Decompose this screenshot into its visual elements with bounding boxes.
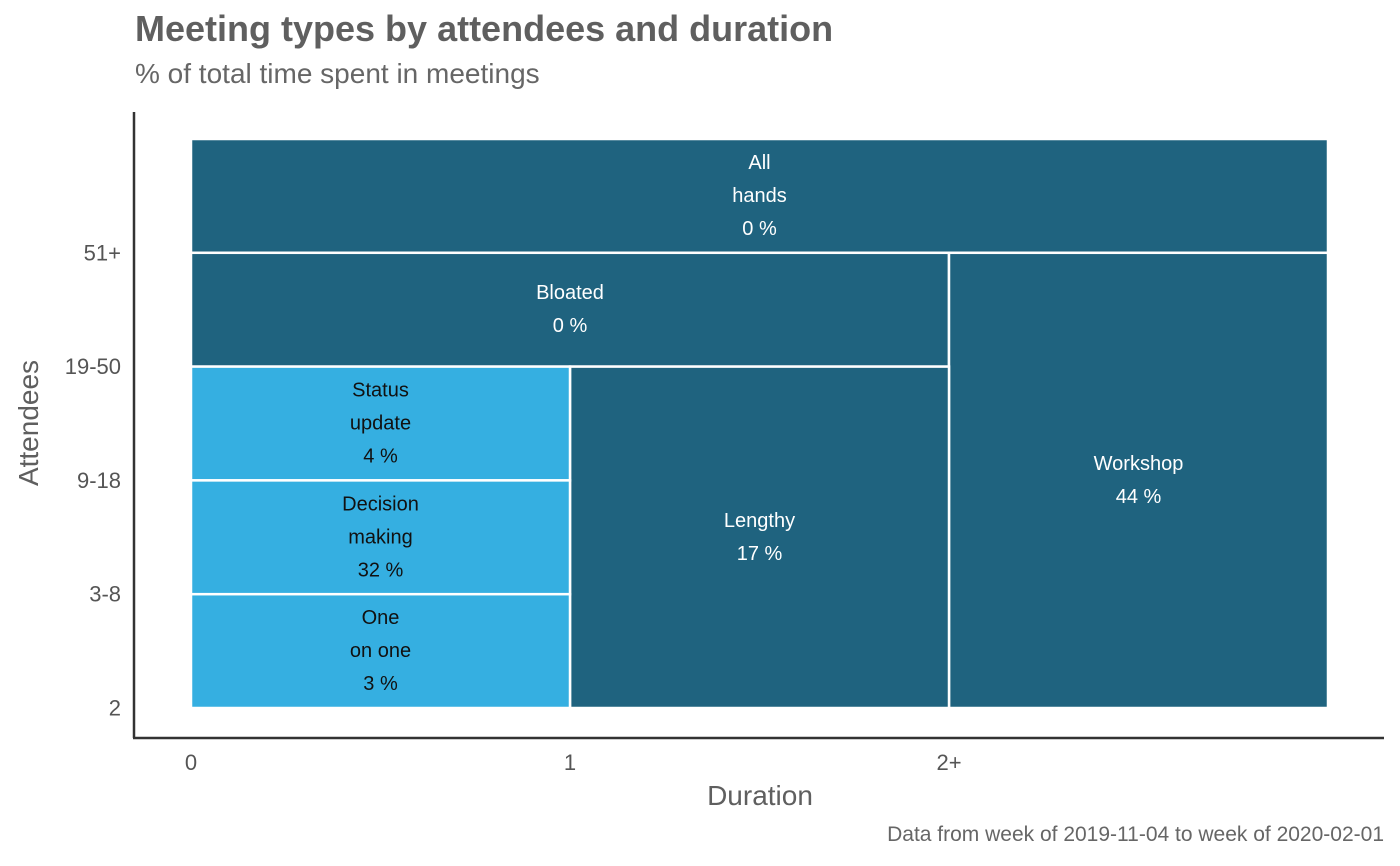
y-tick-label: 19-50 [65, 354, 121, 379]
x-tick-label: 2+ [936, 750, 961, 775]
cell-label-one-on-one: One [362, 607, 400, 629]
cell-label-workshop: Workshop [1094, 453, 1184, 475]
cell-label-decision-making: making [348, 526, 412, 548]
cell-rect-decision-making [189, 479, 572, 596]
cell-all-hands: All hands 0 % [189, 137, 1330, 255]
y-tick-label: 9-18 [77, 468, 121, 493]
y-tick-label: 3-8 [89, 582, 121, 607]
y-tick-label: 51+ [84, 240, 121, 265]
y-tick-label: 2 [109, 696, 121, 721]
cell-lengthy: Lengthy 17 % [568, 365, 951, 710]
cell-rect-lengthy [568, 365, 951, 710]
chart-caption: Data from week of 2019-11-04 to week of … [887, 823, 1384, 846]
chart-cells: All hands 0 % Bloated 0 % Workshop 44 % Lengthy… [189, 137, 1330, 710]
cell-label-decision-making: 32 % [358, 559, 404, 581]
cell-label-one-on-one: 3 % [363, 673, 398, 695]
cell-label-all-hands: 0 % [742, 218, 777, 240]
x-tick-label: 0 [185, 750, 197, 775]
cell-workshop: Workshop 44 % [947, 251, 1330, 710]
y-tick-labels: 2 3-8 9-18 19-50 51+ [65, 240, 121, 720]
cell-status-update: Status update 4 % [189, 365, 572, 482]
cell-label-status-update: Status [352, 380, 409, 402]
chart-subtitle: % of total time spent in meetings [135, 58, 540, 89]
cell-label-all-hands: All [748, 152, 770, 174]
cell-rect-one-on-one [189, 592, 572, 710]
cell-label-lengthy: 17 % [737, 543, 783, 565]
cell-label-all-hands: hands [732, 185, 787, 207]
x-axis-title: Duration [707, 780, 813, 811]
cell-label-bloated: Bloated [536, 282, 604, 304]
cell-label-status-update: update [350, 413, 411, 435]
chart-title: Meeting types by attendees and duration [135, 8, 834, 49]
cell-rect-workshop [947, 251, 1330, 710]
x-tick-label: 1 [564, 750, 576, 775]
cell-label-bloated: 0 % [553, 315, 588, 337]
cell-label-workshop: 44 % [1116, 486, 1162, 508]
cell-label-status-update: 4 % [363, 446, 398, 468]
cell-one-on-one: One on one 3 % [189, 592, 572, 710]
cell-decision-making: Decision making 32 % [189, 479, 572, 596]
cell-label-decision-making: Decision [342, 493, 419, 515]
cell-label-one-on-one: on one [350, 640, 411, 662]
cell-bloated: Bloated 0 % [189, 251, 951, 368]
x-tick-labels: 0 1 2+ [185, 750, 962, 775]
y-axis-title: Attendees [13, 360, 44, 486]
cell-rect-status-update [189, 365, 572, 482]
cell-label-lengthy: Lengthy [724, 510, 795, 532]
cell-rect-bloated [189, 251, 951, 368]
